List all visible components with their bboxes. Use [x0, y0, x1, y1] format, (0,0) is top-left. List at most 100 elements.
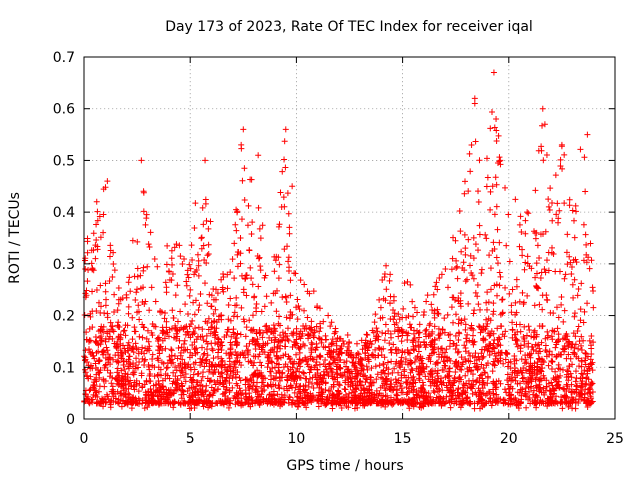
- data-point: [174, 318, 181, 325]
- data-point: [558, 141, 565, 148]
- data-point: [285, 400, 292, 407]
- x-tick-label: 25: [606, 431, 624, 447]
- data-point: [210, 296, 217, 303]
- data-point: [240, 126, 247, 133]
- data-point: [375, 352, 382, 359]
- data-point: [416, 334, 423, 341]
- data-point: [359, 357, 366, 364]
- data-point: [268, 372, 275, 379]
- data-point: [266, 325, 273, 332]
- data-point: [371, 392, 378, 399]
- data-point: [286, 224, 293, 231]
- data-point: [416, 329, 423, 336]
- data-point: [496, 239, 503, 246]
- data-point: [206, 378, 213, 385]
- data-point: [487, 188, 494, 195]
- data-point: [358, 356, 365, 363]
- data-point: [301, 400, 308, 407]
- data-point: [387, 300, 394, 307]
- data-point: [383, 381, 390, 388]
- data-point: [254, 336, 261, 343]
- data-point: [558, 294, 565, 301]
- data-point: [435, 345, 442, 352]
- data-point: [464, 394, 471, 401]
- data-point: [314, 366, 321, 373]
- data-point: [373, 387, 380, 394]
- data-point: [107, 242, 114, 249]
- data-point: [163, 365, 170, 372]
- data-point: [234, 391, 241, 398]
- data-point: [572, 405, 579, 412]
- data-point: [557, 399, 564, 406]
- data-point: [515, 402, 522, 409]
- data-point: [462, 321, 469, 328]
- data-point: [204, 252, 211, 259]
- data-point: [497, 273, 504, 280]
- data-point: [517, 342, 524, 349]
- data-point: [230, 367, 237, 374]
- data-point: [232, 302, 239, 309]
- data-point: [163, 261, 170, 268]
- data-point: [284, 387, 291, 394]
- data-point: [178, 367, 185, 374]
- data-point: [525, 343, 532, 350]
- data-point: [155, 378, 162, 385]
- data-point: [587, 393, 594, 400]
- data-point: [491, 246, 498, 253]
- data-point: [588, 350, 595, 357]
- data-point: [549, 217, 556, 224]
- data-point: [559, 405, 566, 412]
- data-point: [491, 124, 498, 131]
- data-point: [334, 370, 341, 377]
- data-point: [289, 401, 296, 408]
- data-point: [492, 355, 499, 362]
- data-point: [400, 398, 407, 405]
- data-point: [271, 268, 278, 275]
- data-point: [533, 348, 540, 355]
- data-point: [158, 396, 165, 403]
- data-point: [471, 405, 478, 412]
- data-point: [282, 361, 289, 368]
- data-point: [147, 378, 154, 385]
- data-point: [358, 337, 365, 344]
- data-point: [125, 279, 132, 286]
- data-point: [581, 357, 588, 364]
- data-point: [500, 360, 507, 367]
- data-point: [380, 295, 387, 302]
- data-point: [561, 386, 568, 393]
- data-point: [104, 178, 111, 185]
- data-point: [216, 373, 223, 380]
- data-point: [217, 362, 224, 369]
- data-point: [348, 349, 355, 356]
- data-point: [346, 370, 353, 377]
- data-point: [303, 358, 310, 365]
- data-point: [270, 381, 277, 388]
- data-point: [344, 347, 351, 354]
- data-point: [435, 310, 442, 317]
- data-point: [234, 382, 241, 389]
- data-point: [309, 341, 316, 348]
- data-point: [113, 376, 120, 383]
- data-point: [561, 200, 568, 207]
- data-point: [259, 348, 266, 355]
- data-point: [582, 386, 589, 393]
- data-point: [285, 254, 292, 261]
- data-point: [443, 346, 450, 353]
- data-point: [588, 333, 595, 340]
- data-point: [182, 331, 189, 338]
- data-point: [154, 393, 161, 400]
- data-point: [109, 335, 116, 342]
- data-point: [149, 355, 156, 362]
- data-point: [462, 278, 469, 285]
- data-point: [306, 324, 313, 331]
- data-point: [409, 339, 416, 346]
- data-point: [416, 371, 423, 378]
- data-point: [459, 384, 466, 391]
- data-point: [264, 364, 271, 371]
- data-point: [145, 241, 152, 248]
- data-point: [199, 204, 206, 211]
- data-point: [161, 315, 168, 322]
- data-point: [444, 311, 451, 318]
- data-point: [82, 266, 89, 273]
- data-point: [587, 356, 594, 363]
